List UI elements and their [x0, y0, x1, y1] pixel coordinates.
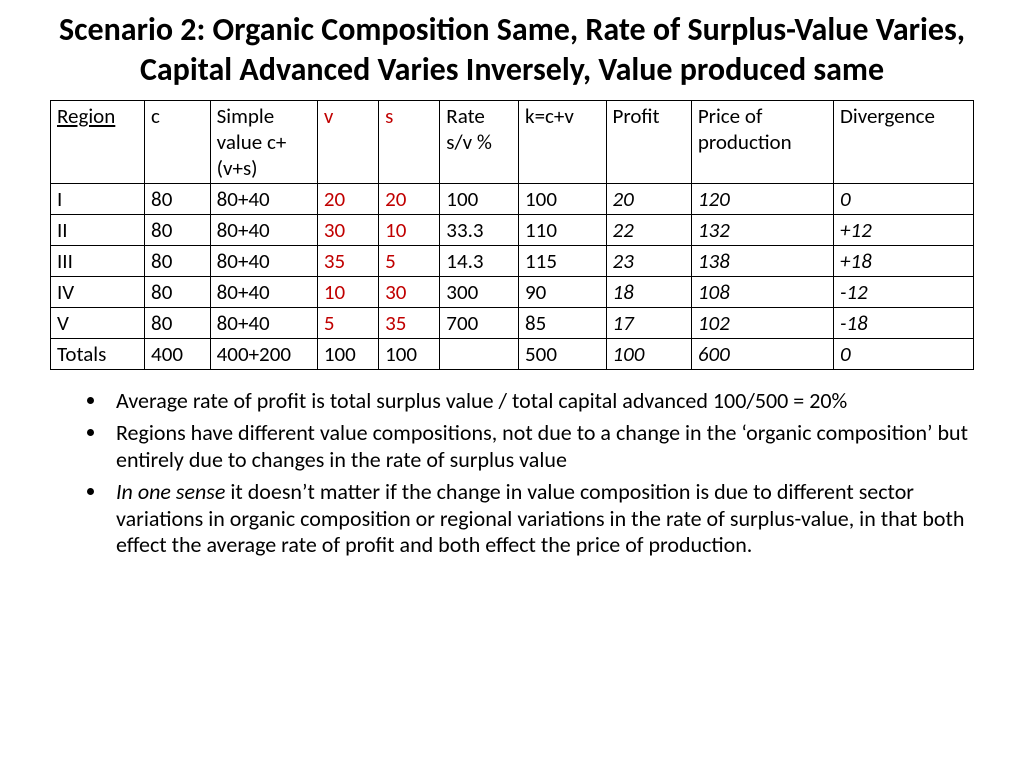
- table-cell: 33.3: [440, 215, 519, 246]
- table-cell: 30: [317, 215, 378, 246]
- column-header: s: [379, 101, 440, 184]
- table-cell: 90: [519, 277, 606, 308]
- table-cell: 0: [833, 339, 973, 370]
- column-header: Profit: [606, 101, 691, 184]
- table-cell: 80+40: [210, 215, 317, 246]
- table-cell: 80+40: [210, 184, 317, 215]
- table-cell: 138: [691, 246, 833, 277]
- table-cell: 80+40: [210, 308, 317, 339]
- table-cell: 0: [833, 184, 973, 215]
- column-header: Region: [51, 101, 145, 184]
- table-cell: 500: [519, 339, 606, 370]
- table-cell: 17: [606, 308, 691, 339]
- slide: Scenario 2: Organic Composition Same, Ra…: [0, 0, 1024, 768]
- table-cell: 5: [379, 246, 440, 277]
- table-cell: 80: [145, 184, 211, 215]
- table-cell: 20: [379, 184, 440, 215]
- table-cell: 100: [519, 184, 606, 215]
- table-cell: 700: [440, 308, 519, 339]
- bullet-list: Average rate of profit is total surplus …: [50, 388, 974, 558]
- table-cell: +18: [833, 246, 973, 277]
- column-header: Simple value c+(v+s): [210, 101, 317, 184]
- table-cell: -18: [833, 308, 973, 339]
- table-cell: 80: [145, 215, 211, 246]
- table-cell: 600: [691, 339, 833, 370]
- table-cell: 85: [519, 308, 606, 339]
- table-cell: 23: [606, 246, 691, 277]
- column-header: v: [317, 101, 378, 184]
- table-cell: 115: [519, 246, 606, 277]
- table-row: I8080+402020100100201200: [51, 184, 974, 215]
- slide-title: Scenario 2: Organic Composition Same, Ra…: [50, 10, 974, 90]
- table-cell: 80+40: [210, 277, 317, 308]
- table-cell: 22: [606, 215, 691, 246]
- column-header: k=c+v: [519, 101, 606, 184]
- table-cell: 20: [317, 184, 378, 215]
- table-cell: 110: [519, 215, 606, 246]
- table-cell: 10: [317, 277, 378, 308]
- table-cell: 18: [606, 277, 691, 308]
- table-cell: 10: [379, 215, 440, 246]
- table-cell: 80: [145, 277, 211, 308]
- table-cell: 80: [145, 308, 211, 339]
- table-cell: 80: [145, 246, 211, 277]
- table-cell: 102: [691, 308, 833, 339]
- table-cell: V: [51, 308, 145, 339]
- table-cell: 400+200: [210, 339, 317, 370]
- table-cell: 30: [379, 277, 440, 308]
- table-row: V8080+405357008517102-18: [51, 308, 974, 339]
- table-cell: 20: [606, 184, 691, 215]
- table-cell: 14.3: [440, 246, 519, 277]
- data-table: RegioncSimple value c+(v+s)vsRate s/v %k…: [50, 100, 974, 370]
- column-header: Rate s/v %: [440, 101, 519, 184]
- table-cell: II: [51, 215, 145, 246]
- table-cell: 100: [606, 339, 691, 370]
- table-row: IV8080+4010303009018108-12: [51, 277, 974, 308]
- table-cell: IV: [51, 277, 145, 308]
- table-cell: [440, 339, 519, 370]
- table-cell: +12: [833, 215, 973, 246]
- table-cell: 100: [379, 339, 440, 370]
- column-header: Price of production: [691, 101, 833, 184]
- table-cell: 35: [379, 308, 440, 339]
- bullet-item: Average rate of profit is total surplus …: [108, 388, 974, 414]
- table-cell: 5: [317, 308, 378, 339]
- table-cell: I: [51, 184, 145, 215]
- column-header: Divergence: [833, 101, 973, 184]
- table-row: II8080+40301033.311022132+12: [51, 215, 974, 246]
- table-cell: 80+40: [210, 246, 317, 277]
- table-cell: 300: [440, 277, 519, 308]
- table-cell: 35: [317, 246, 378, 277]
- bullet-item: Regions have different value composition…: [108, 420, 974, 473]
- table-cell: Totals: [51, 339, 145, 370]
- table-header-row: RegioncSimple value c+(v+s)vsRate s/v %k…: [51, 101, 974, 184]
- bullet-item: In one sense it doesn’t matter if the ch…: [108, 479, 974, 558]
- table-row: III8080+4035514.311523138+18: [51, 246, 974, 277]
- table-cell: 108: [691, 277, 833, 308]
- table-cell: 100: [440, 184, 519, 215]
- table-cell: III: [51, 246, 145, 277]
- table-cell: 400: [145, 339, 211, 370]
- table-cell: -12: [833, 277, 973, 308]
- table-row: Totals400400+2001001005001006000: [51, 339, 974, 370]
- table-cell: 100: [317, 339, 378, 370]
- table-cell: 120: [691, 184, 833, 215]
- column-header: c: [145, 101, 211, 184]
- table-cell: 132: [691, 215, 833, 246]
